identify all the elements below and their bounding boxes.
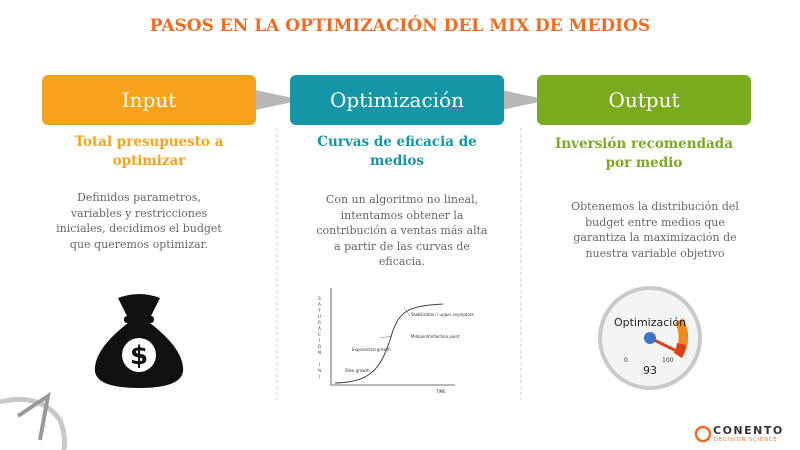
logo-icon bbox=[694, 425, 712, 443]
logo-tagline: DECISION SCIENCE bbox=[714, 437, 778, 443]
title: PASOS EN LA OPTIMIZACIÓN DEL MIX DE MEDI… bbox=[149, 16, 651, 36]
step-description: Con un algoritmo no lineal, intentamos o… bbox=[316, 193, 488, 268]
step-subtitle: Curvas de eficacia de medios bbox=[317, 134, 477, 169]
annotation: Stabilization / upper asymptote bbox=[411, 312, 474, 317]
step-box: Output bbox=[537, 75, 751, 125]
annotation: Midpoint/inflection point bbox=[411, 334, 460, 339]
gauge-value: 93 bbox=[643, 364, 657, 377]
annotation: Exponential growth bbox=[352, 347, 391, 352]
step-box: Input bbox=[42, 75, 256, 125]
gauge-min: 0 bbox=[624, 357, 628, 364]
arrow bbox=[492, 88, 548, 112]
axis-label: TIME bbox=[436, 389, 446, 394]
arrow bbox=[246, 88, 302, 112]
money-bag-icon: $ bbox=[94, 294, 184, 388]
decoration bbox=[0, 391, 67, 450]
curve-chart bbox=[330, 288, 455, 386]
step-description: Definidos parametros, variables y restri… bbox=[56, 191, 222, 251]
annotation: Slow growth bbox=[345, 368, 370, 373]
step-box: Optimización bbox=[290, 75, 504, 125]
axis-label: SATURACIÓN (%) bbox=[317, 296, 322, 380]
gauge-max: 100 bbox=[662, 357, 674, 364]
logo-name: CONENTO bbox=[713, 424, 784, 437]
step-subtitle: Total presupuesto a optimizar bbox=[74, 134, 224, 169]
gauge bbox=[598, 286, 702, 390]
gauge-label: Optimización bbox=[613, 316, 687, 329]
step-subtitle: Inversión recomendada por medio bbox=[555, 136, 733, 171]
step-description: Obtenemos la distribución del budget ent… bbox=[571, 200, 739, 260]
svg-text:$: $ bbox=[130, 341, 148, 371]
